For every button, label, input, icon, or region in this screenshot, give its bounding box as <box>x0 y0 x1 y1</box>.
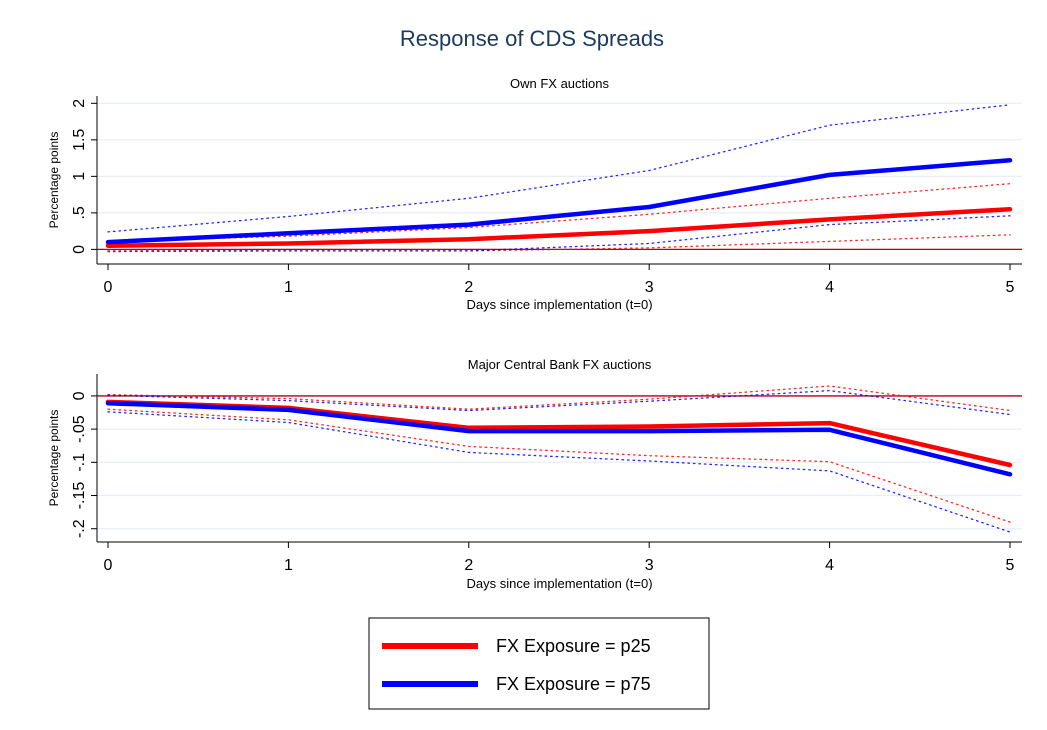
series-line-p75 <box>108 160 1010 242</box>
y-tick-label: 0 <box>71 391 88 400</box>
x-axis-label: Days since implementation (t=0) <box>466 297 652 312</box>
y-tick-label: -.15 <box>71 482 88 510</box>
y-tick-label: .5 <box>71 206 88 219</box>
legend-box <box>369 618 709 709</box>
x-tick-label: 4 <box>825 279 834 296</box>
y-tick-label: 1.5 <box>71 129 88 151</box>
y-tick-label: -.1 <box>71 453 88 472</box>
y-tick-label: 1 <box>71 172 88 181</box>
x-tick-label: 4 <box>825 557 834 574</box>
x-axis-label: Days since implementation (t=0) <box>466 576 652 591</box>
y-axis-label: Percentage points <box>47 410 61 507</box>
x-tick-label: 3 <box>645 557 654 574</box>
panel-title: Major Central Bank FX auctions <box>468 357 652 372</box>
y-tick-label: 0 <box>71 245 88 254</box>
figure-title: Response of CDS Spreads <box>400 26 664 51</box>
x-tick-label: 0 <box>104 557 113 574</box>
y-tick-label: 2 <box>71 99 88 108</box>
series-line-p75 <box>108 403 1010 474</box>
chart-panel-1: Own FX auctions 0 .5 1 1.5 2 0 1 2 3 4 5 Days since … <box>47 76 1022 312</box>
x-tick-label: 2 <box>464 557 473 574</box>
legend: FX Exposure = p25 FX Exposure = p75 <box>369 618 709 709</box>
x-tick-label: 5 <box>1006 279 1015 296</box>
panel-title: Own FX auctions <box>510 76 609 91</box>
y-tick-label: -.05 <box>71 415 88 443</box>
chart-panels: Own FX auctions 0 .5 1 1.5 2 0 1 2 3 4 5 Days since … <box>47 76 1022 591</box>
y-tick-label: -.2 <box>71 519 88 538</box>
legend-label: FX Exposure = p25 <box>496 636 651 656</box>
x-tick-label: 2 <box>464 279 473 296</box>
legend-label: FX Exposure = p75 <box>496 674 651 694</box>
x-tick-label: 5 <box>1006 557 1015 574</box>
x-tick-label: 1 <box>284 557 293 574</box>
x-tick-label: 3 <box>645 279 654 296</box>
chart-panel-2: Major Central Bank FX auctions 0 -.05 -.1 -.… <box>47 357 1022 591</box>
y-axis-label: Percentage points <box>47 132 61 229</box>
x-tick-label: 1 <box>284 279 293 296</box>
series-line-p25 <box>108 402 1010 465</box>
confidence-bound-p75 <box>108 391 1010 415</box>
x-tick-label: 0 <box>104 279 113 296</box>
